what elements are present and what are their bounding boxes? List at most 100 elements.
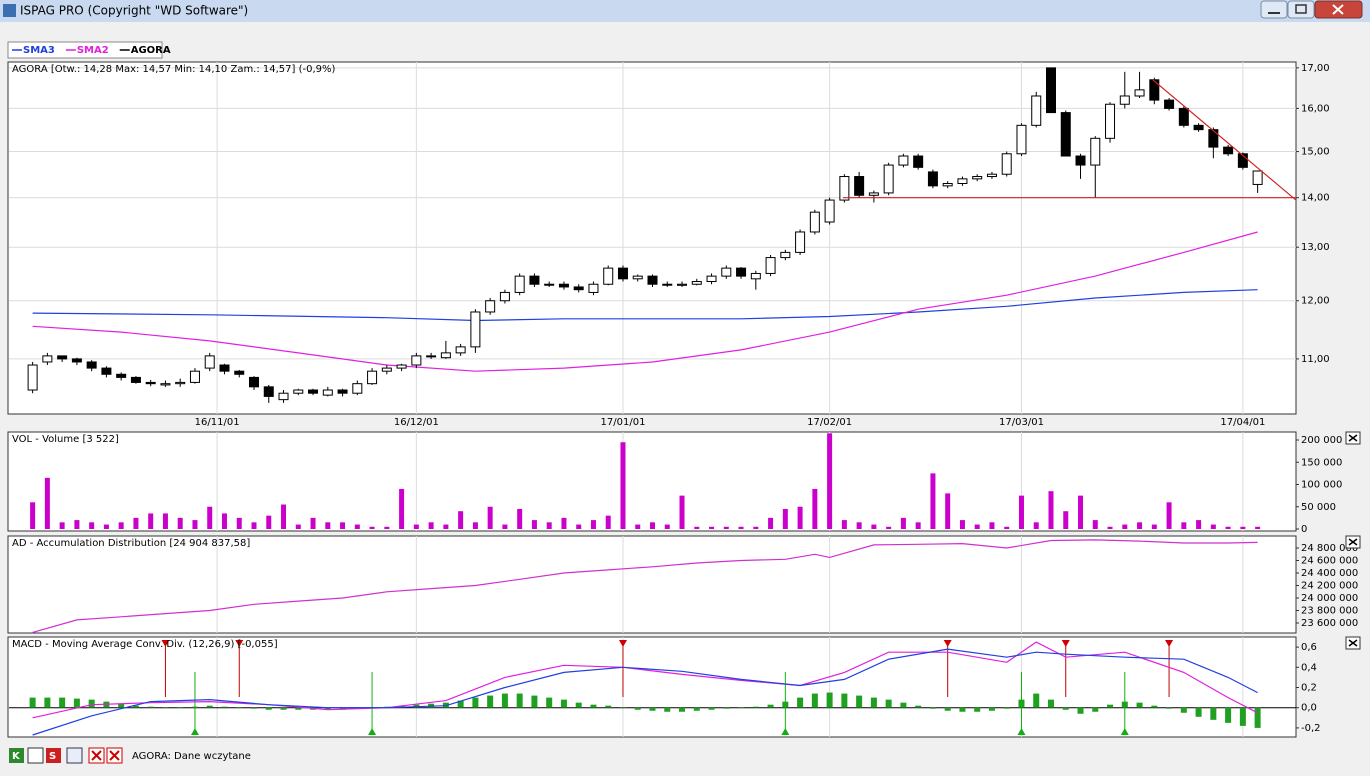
candle-body xyxy=(470,311,481,348)
buy-signal xyxy=(368,728,377,735)
volume-bar xyxy=(1033,522,1039,529)
candle-body xyxy=(780,251,791,259)
volume-bar xyxy=(325,522,331,529)
candle-body xyxy=(588,283,599,293)
volume-bar xyxy=(915,522,921,529)
panel-title: AGORA [Otw.: 14,28 Max: 14,57 Min: 14,10… xyxy=(12,64,336,75)
candle-body xyxy=(234,370,245,375)
volume-bar xyxy=(1196,520,1202,529)
candle-body xyxy=(632,275,643,280)
histogram-bar xyxy=(1210,707,1217,720)
histogram-bar xyxy=(118,703,125,708)
volume-bar xyxy=(103,524,109,529)
candle-body xyxy=(485,300,496,313)
volume-bar xyxy=(635,524,641,529)
volume-bar xyxy=(1181,522,1187,529)
histogram-bar xyxy=(29,697,36,708)
histogram-bar xyxy=(251,707,258,709)
candle-body xyxy=(1134,89,1145,97)
x-tick-label: 17/04/01 xyxy=(1220,417,1265,428)
plot-area xyxy=(32,536,1258,633)
volume-bar xyxy=(694,526,700,529)
volume-bar xyxy=(650,522,655,529)
candle-body xyxy=(130,376,141,383)
volume-bar xyxy=(886,526,892,529)
volume-bar xyxy=(266,515,272,529)
histogram-bar xyxy=(826,692,833,708)
candle-body xyxy=(322,389,333,396)
volume-bar xyxy=(945,493,951,529)
y-tick-label: 17,00 xyxy=(1301,63,1330,74)
histogram-bar xyxy=(1033,693,1040,708)
histogram-bar xyxy=(457,700,464,708)
buy-signal xyxy=(781,728,790,735)
candle-body xyxy=(160,383,171,386)
histogram-bar xyxy=(1003,707,1010,709)
series-line xyxy=(32,648,1258,736)
sell-signal xyxy=(161,640,170,647)
candle-body xyxy=(86,361,97,369)
candle-body xyxy=(677,283,688,286)
status-icons: K S xyxy=(9,747,123,764)
candle-body xyxy=(721,267,732,277)
volume-bar xyxy=(871,524,877,529)
status-icon[interactable] xyxy=(9,748,24,763)
candle-body xyxy=(499,291,510,302)
y-tick-label: 24 000 000 xyxy=(1301,593,1358,604)
volume-bar xyxy=(576,524,582,529)
volume-bar xyxy=(856,522,862,529)
volume-bar xyxy=(251,522,257,529)
histogram-bar xyxy=(487,695,494,708)
candle-body xyxy=(396,364,407,369)
candle-body xyxy=(27,364,38,391)
plot-area xyxy=(9,637,1296,737)
status-icon[interactable] xyxy=(27,747,44,764)
volume-bar xyxy=(782,508,788,529)
status-icon[interactable] xyxy=(46,748,61,763)
histogram-bar xyxy=(1136,702,1143,708)
candle-body xyxy=(189,370,200,383)
volume-bar xyxy=(281,504,287,529)
buy-signal xyxy=(190,728,199,735)
panel xyxy=(7,431,1297,532)
volume-bar xyxy=(487,506,493,529)
series-line xyxy=(32,231,1258,372)
volume-bar xyxy=(546,522,552,529)
candle-body xyxy=(337,389,348,394)
y-tick-label: -0,2 xyxy=(1301,723,1321,734)
volume-bar xyxy=(310,517,316,529)
candle-body xyxy=(1045,67,1056,114)
volume-bar xyxy=(44,477,50,529)
maximize-button[interactable] xyxy=(1287,0,1315,19)
candle-body xyxy=(249,376,260,388)
volume-bar xyxy=(236,517,242,529)
status-icon-glyph xyxy=(91,750,102,761)
volume-bar xyxy=(841,520,847,529)
histogram-bar xyxy=(988,707,995,711)
volume-bar xyxy=(723,526,729,529)
y-tick-label: 200 000 xyxy=(1301,435,1342,446)
y-tick-label: 0,2 xyxy=(1301,683,1317,694)
candle-body xyxy=(308,389,319,394)
volume-bar xyxy=(133,517,139,529)
x-tick-label: 17/02/01 xyxy=(807,417,852,428)
histogram-bar xyxy=(560,699,567,708)
candle-body xyxy=(736,267,747,277)
candle-body xyxy=(71,358,82,363)
volume-bar xyxy=(1048,491,1054,529)
status-icon[interactable] xyxy=(66,747,83,764)
panel-close-icon xyxy=(1348,639,1358,647)
volume-bar xyxy=(1004,526,1010,529)
candle-body xyxy=(175,381,186,385)
histogram-bar xyxy=(44,697,51,708)
histogram-bar xyxy=(959,707,966,712)
histogram-bar xyxy=(1225,707,1232,723)
histogram-bar xyxy=(856,695,863,708)
volume-bar xyxy=(502,524,508,529)
histogram-bar xyxy=(1047,699,1054,708)
candle-body xyxy=(57,355,68,360)
histogram-bar xyxy=(1239,707,1246,726)
minimize-button[interactable] xyxy=(1260,0,1288,19)
histogram-bar xyxy=(679,707,686,712)
